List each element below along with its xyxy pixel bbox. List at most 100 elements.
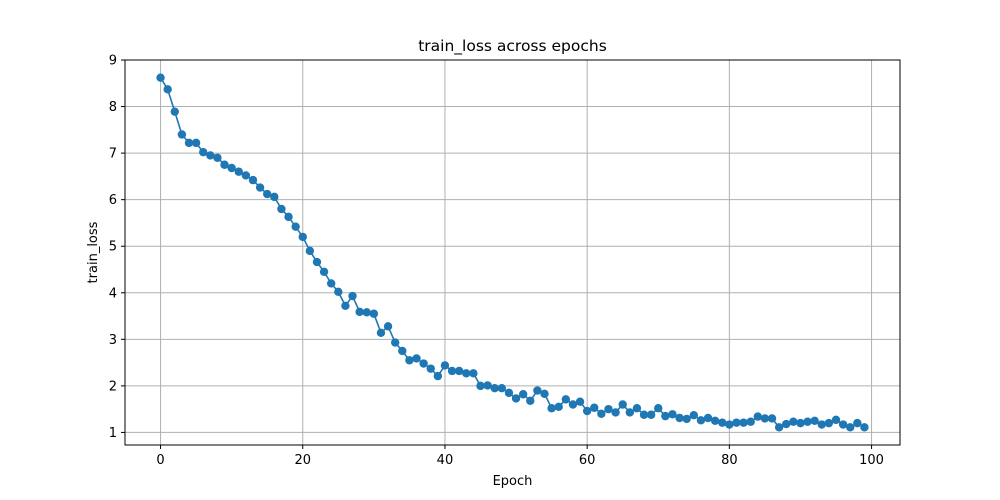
- x-tick-label: 40: [437, 453, 454, 468]
- data-point: [270, 192, 279, 202]
- series-line: [159, 77, 865, 429]
- data-point: [853, 418, 862, 428]
- data-point: [462, 369, 471, 378]
- data-point: [454, 366, 464, 376]
- data-point: [703, 413, 713, 423]
- data-point: [696, 416, 706, 425]
- data-point: [156, 73, 165, 82]
- data-point: [767, 414, 777, 423]
- data-point: [789, 417, 798, 426]
- data-point: [732, 418, 741, 427]
- data-point: [533, 386, 542, 395]
- data-point: [803, 417, 812, 426]
- data-point: [326, 279, 336, 288]
- y-tick-label: 7: [109, 147, 117, 162]
- grid-layer: [125, 59, 900, 445]
- y-tick-label: 3: [109, 333, 117, 348]
- data-point: [220, 160, 229, 169]
- data-point: [625, 408, 635, 417]
- data-point: [348, 291, 357, 301]
- x-tick-label: 20: [294, 453, 311, 468]
- data-point: [298, 232, 307, 242]
- data-point: [718, 418, 727, 427]
- x-tick-label: 80: [721, 453, 738, 468]
- data-point: [255, 183, 265, 192]
- data-point: [725, 420, 734, 429]
- data-point: [184, 138, 194, 148]
- chart-title: train_loss across epochs: [418, 37, 607, 56]
- data-point: [824, 418, 834, 428]
- data-point: [355, 307, 364, 317]
- y-tick-label: 9: [109, 54, 117, 69]
- axes-frame: [124, 59, 901, 446]
- data-point: [227, 163, 236, 173]
- data-point: [810, 416, 819, 425]
- data-point: [241, 171, 251, 180]
- data-point: [611, 408, 620, 417]
- x-axis-label: Epoch: [493, 474, 533, 489]
- data-point: [597, 409, 606, 419]
- data-point: [582, 406, 592, 416]
- data-point: [213, 153, 222, 162]
- data-point: [490, 384, 499, 393]
- data-point: [305, 246, 315, 256]
- data-point: [639, 410, 649, 419]
- data-point: [753, 412, 762, 421]
- data-point: [511, 394, 521, 403]
- data-point: [817, 420, 826, 429]
- data-point: [469, 369, 478, 378]
- data-point: [796, 418, 805, 428]
- data-point: [547, 404, 556, 413]
- data-point: [554, 402, 563, 412]
- data-point: [191, 138, 201, 148]
- y-tick-label: 6: [109, 193, 117, 208]
- series-layer: [156, 73, 869, 432]
- data-point: [838, 420, 848, 429]
- data-point: [504, 388, 514, 398]
- tick-layer: 0 20 40 60 80 100 1 2 3 4 5 6 7 8 9: [109, 54, 884, 469]
- data-point: [426, 364, 435, 373]
- data-point: [497, 384, 507, 393]
- data-point: [383, 322, 393, 331]
- data-point: [710, 416, 720, 425]
- data-point: [746, 417, 755, 426]
- data-point: [277, 204, 286, 214]
- data-point: [170, 107, 179, 116]
- data-point: [518, 390, 528, 399]
- data-point: [675, 413, 684, 423]
- data-point: [206, 151, 215, 160]
- data-point: [782, 419, 791, 429]
- data-point: [291, 222, 300, 231]
- data-point: [369, 309, 379, 318]
- data-point: [646, 410, 656, 419]
- data-point: [419, 359, 428, 368]
- y-tick-label: 8: [109, 100, 117, 115]
- data-point: [540, 389, 549, 398]
- data-point: [341, 301, 350, 311]
- data-point: [632, 404, 642, 413]
- data-point: [312, 257, 322, 267]
- data-point: [398, 346, 407, 356]
- data-point: [774, 423, 784, 432]
- data-point: [668, 410, 677, 419]
- data-point: [682, 414, 691, 424]
- data-point: [561, 395, 571, 404]
- data-point: [654, 404, 663, 413]
- data-point: [284, 212, 293, 222]
- data-point: [248, 175, 258, 185]
- x-tick-label: 0: [156, 453, 164, 468]
- data-point: [483, 381, 492, 390]
- y-tick-label: 1: [109, 426, 117, 441]
- data-point: [319, 267, 329, 277]
- x-tick-label: 100: [859, 453, 884, 468]
- data-point: [412, 354, 421, 363]
- data-point: [405, 356, 414, 365]
- data-point: [860, 423, 869, 432]
- data-point: [526, 396, 535, 405]
- data-point: [199, 147, 208, 157]
- data-point: [760, 414, 770, 423]
- data-point: [604, 404, 613, 414]
- y-tick-label: 2: [109, 379, 117, 394]
